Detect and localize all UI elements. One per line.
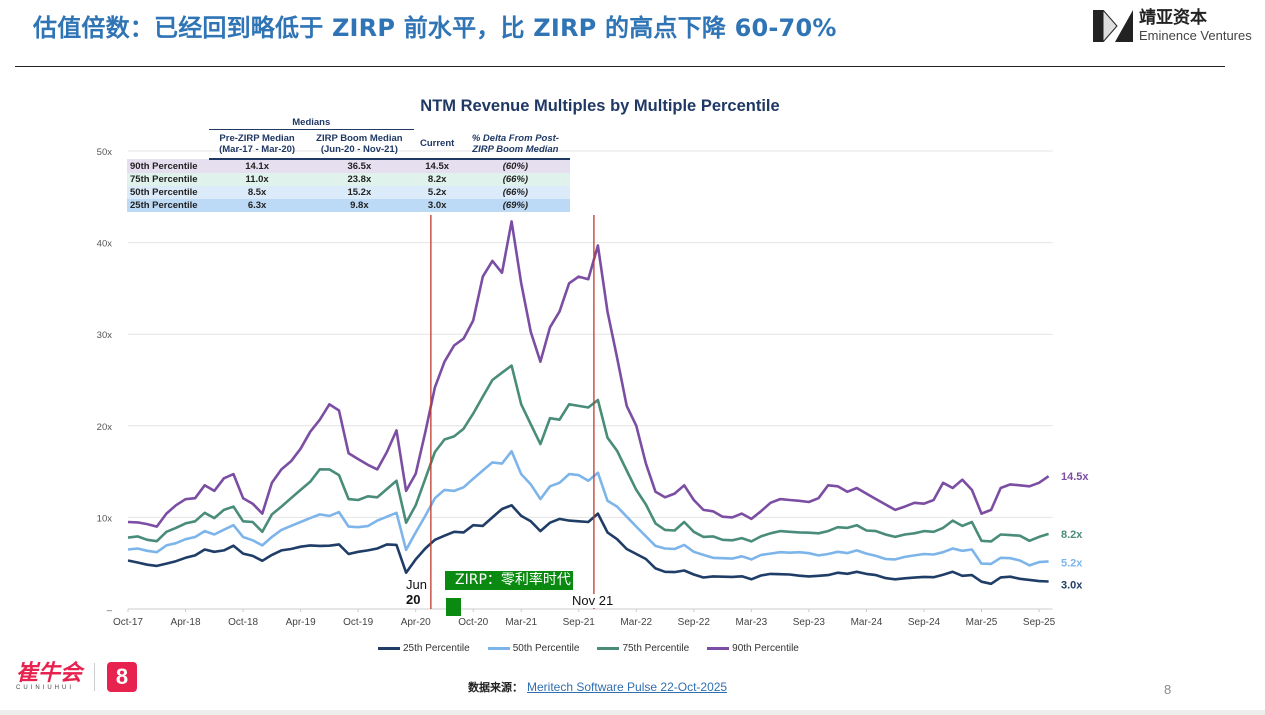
series-line-50th (127, 450, 1049, 567)
chart-legend: 25th Percentile 50th Percentile 75th Per… (378, 643, 817, 654)
table-group-header-row: Medians (127, 116, 570, 130)
table-row: 25th Percentile 6.3x 9.8x 3.0x (69%) (127, 199, 570, 212)
source-label: 数据来源： (468, 681, 523, 694)
brand-name-en: Eminence Ventures (1139, 28, 1252, 43)
x-tick-label: Sep-23 (793, 617, 826, 628)
nov-label: Nov 21 (572, 593, 614, 608)
table-row: 50th Percentile 8.5x 15.2x 5.2x (66%) (127, 186, 570, 199)
jun-label: Jun (406, 577, 427, 592)
cuiniuhui-logo: 崔牛会 CUINIUHUI 8 (16, 661, 138, 692)
y-tick-label: – (107, 605, 113, 616)
zirp-label: ZIRP：零利率时代 (445, 571, 573, 590)
x-tick-label: Sep-25 (1023, 617, 1056, 628)
end-value-label: 14.5x (1061, 471, 1089, 483)
x-tick-label: Oct-17 (113, 617, 143, 628)
x-tick-label: Apr-19 (286, 617, 316, 628)
title-divider (15, 66, 1225, 67)
brand-name-cn: 靖亚资本 (1139, 8, 1207, 28)
table-row: 75th Percentile 11.0x 23.8x 8.2x (66%) (127, 173, 570, 186)
data-source: 数据来源： Meritech Software Pulse 22-Oct-2025 (468, 679, 727, 695)
x-tick-label: Apr-18 (171, 617, 201, 628)
col-pre-zirp: Pre-ZIRP Median (Mar-17 - Mar-20) (209, 129, 306, 160)
legend-item-75th: 75th Percentile (597, 643, 689, 654)
table-header-row: Pre-ZIRP Median (Mar-17 - Mar-20) ZIRP Bo… (127, 129, 570, 160)
chart-title: NTM Revenue Multiples by Multiple Percen… (420, 97, 780, 115)
medians-header: Medians (209, 116, 414, 130)
x-tick-label: Mar-24 (851, 617, 883, 628)
page-number: 8 (1164, 682, 1172, 697)
jun-year-label: 20 (406, 592, 421, 607)
x-tick-label: Apr-20 (401, 617, 431, 628)
logo-text-cn: 崔牛会 (16, 661, 83, 686)
end-value-label: 5.2x (1061, 557, 1083, 569)
x-tick-label: Oct-20 (458, 617, 488, 628)
x-tick-label: Oct-18 (228, 617, 258, 628)
col-zirp-boom: ZIRP Boom Median (Jun-20 - Nov-21) (305, 129, 414, 160)
x-tick-label: Mar-22 (620, 617, 652, 628)
legend-item-25th: 25th Percentile (378, 643, 470, 654)
brand-logo: 靖亚资本 Eminence Ventures (1093, 10, 1252, 42)
legend-swatch (378, 647, 400, 650)
x-tick-label: Mar-23 (736, 617, 768, 628)
medians-table: Medians Pre-ZIRP Median (Mar-17 - Mar-20)… (127, 116, 570, 212)
legend-swatch (597, 647, 620, 650)
eminence-logo-icon (1093, 10, 1133, 42)
series-line-75th (127, 364, 1049, 543)
zirp-marker (446, 598, 461, 616)
y-tick-label: 10x (97, 513, 113, 524)
end-value-label: 3.0x (1061, 580, 1083, 592)
legend-swatch (487, 647, 510, 650)
x-tick-label: Sep-24 (908, 617, 941, 628)
end-value-label: 8.2x (1061, 529, 1083, 541)
bottom-bar (0, 710, 1265, 715)
logo-divider (94, 663, 96, 691)
x-tick-label: Sep-21 (563, 617, 596, 628)
legend-item-90th: 90th Percentile (707, 643, 799, 654)
x-tick-label: Oct-19 (343, 617, 373, 628)
y-tick-label: 40x (97, 239, 113, 250)
logo-text-en: CUINIUHUI (16, 685, 74, 691)
x-tick-label: Mar-25 (966, 617, 998, 628)
series-line-25th (127, 504, 1049, 586)
col-delta: % Delta From Post- ZIRP Boom Median (460, 129, 570, 160)
x-tick-label: Sep-22 (678, 617, 711, 628)
slide-title: 估值倍数：已经回到略低于 ZIRP 前水平，比 ZIRP 的高点下降 60-70… (33, 14, 837, 42)
legend-swatch (707, 647, 730, 650)
y-tick-label: 20x (97, 422, 113, 433)
y-tick-label: 30x (97, 330, 113, 341)
x-tick-label: Mar-21 (505, 617, 537, 628)
col-current: Current (413, 129, 461, 160)
table-row: 90th Percentile 14.1x 36.5x 14.5x (60%) (127, 159, 570, 173)
series-line-90th (127, 220, 1050, 528)
cuiniuhui-app-icon: 8 (107, 662, 138, 692)
legend-item-50th: 50th Percentile (487, 643, 579, 654)
y-tick-label: 50x (97, 147, 113, 158)
source-link[interactable]: Meritech Software Pulse 22-Oct-2025 (527, 680, 728, 694)
